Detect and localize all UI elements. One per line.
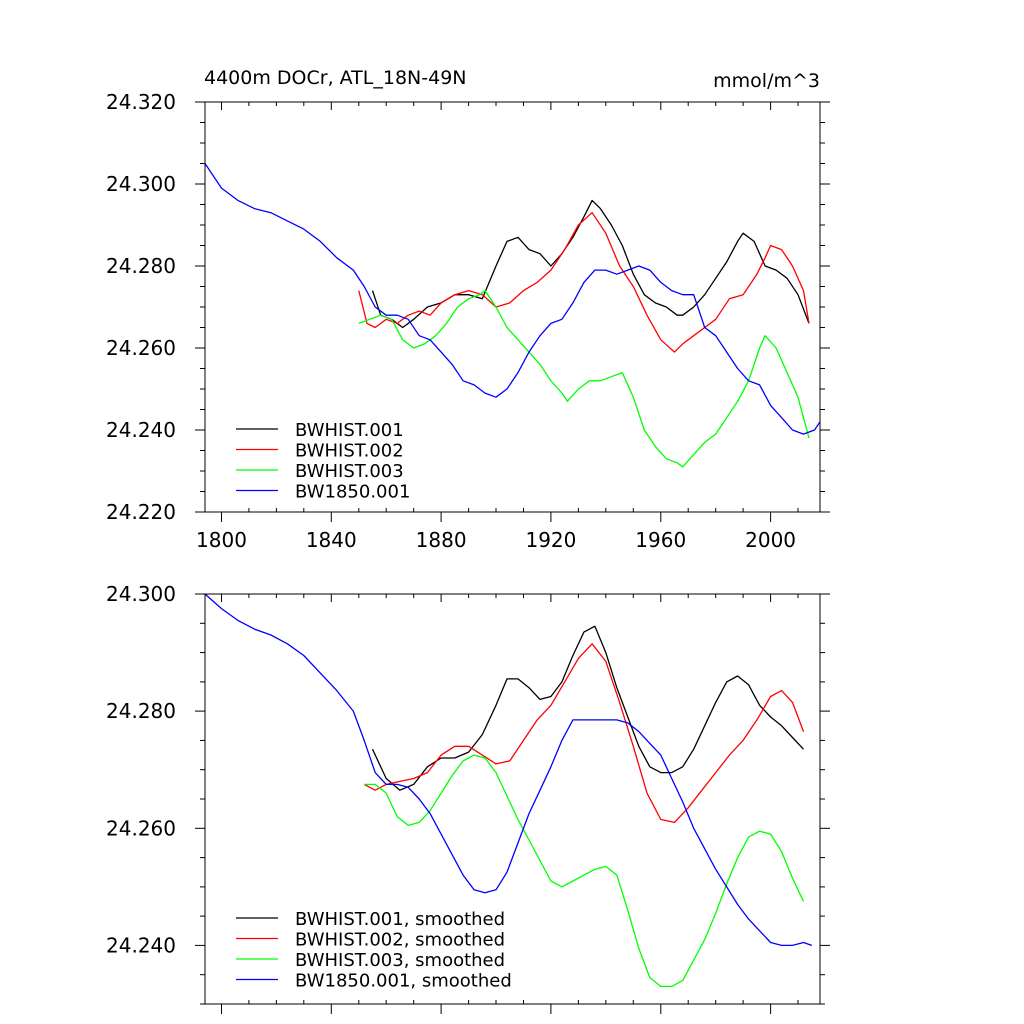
legend-label: BWHIST.003, smoothed	[295, 950, 505, 971]
top-tick-labels: 1800 1840 1880 1920 1960 2000 24.220 24.240 24.2…	[106, 90, 796, 552]
bottom-plot-frame	[204, 593, 821, 1005]
series-line-bwhist-001	[371, 199, 810, 329]
series-line-bwhist-003-smoothed	[364, 754, 805, 988]
legend-label: BWHIST.002, smoothed	[295, 930, 505, 951]
chart-title: 4400m DOCr, ATL_18N-49N	[204, 67, 467, 89]
bottom-panel: 24.240 24.260 24.280 24.300 BWHIST.001, smo…	[106, 582, 830, 1014]
legend-label: BWHIST.001, smoothed	[295, 909, 505, 930]
x-tick-label: 1960	[635, 528, 686, 552]
y-tick-label: 24.300	[106, 582, 176, 606]
legend-label: BWHIST.001	[295, 420, 404, 441]
top-panel: 4400m DOCr, ATL_18N-49N mmol/m^3 1800 184…	[106, 67, 830, 552]
y-tick-label: 24.280	[106, 699, 176, 723]
series-line-bwhist-002-smoothed	[363, 643, 805, 824]
units-label: mmol/m^3	[713, 70, 820, 92]
x-tick-label: 1880	[416, 528, 467, 552]
y-tick-label: 24.320	[106, 90, 176, 114]
bottom-tick-marks	[195, 593, 830, 1014]
x-tick-label: 2000	[745, 528, 796, 552]
x-tick-label: 1840	[306, 528, 357, 552]
y-tick-label: 24.300	[106, 172, 176, 196]
series-line-bwhist-002	[358, 212, 810, 353]
top-tick-marks	[195, 101, 830, 522]
y-tick-label: 24.260	[106, 816, 176, 840]
legend-label: BWHIST.002	[295, 441, 404, 462]
bottom-tick-labels: 24.240 24.260 24.280 24.300	[106, 582, 176, 957]
y-tick-label: 24.220	[106, 500, 176, 524]
top-plot-frame	[204, 101, 821, 513]
bottom-series-lines	[204, 593, 813, 988]
x-tick-label: 1920	[525, 528, 576, 552]
legend-label: BW1850.001, smoothed	[295, 971, 512, 992]
top-series-lines	[204, 163, 821, 468]
series-line-bw1850-001	[204, 163, 821, 435]
y-tick-label: 24.260	[106, 336, 176, 360]
series-line-bwhist-001-smoothed	[371, 625, 804, 791]
series-line-bw1850-001-smoothed	[204, 593, 813, 947]
x-tick-label: 1800	[196, 528, 247, 552]
legend-label: BWHIST.003	[295, 461, 404, 482]
y-tick-label: 24.280	[106, 254, 176, 278]
legend-label: BW1850.001	[295, 482, 410, 503]
y-tick-label: 24.240	[106, 418, 176, 442]
y-tick-label: 24.240	[106, 933, 176, 957]
series-line-bwhist-003	[358, 289, 810, 468]
